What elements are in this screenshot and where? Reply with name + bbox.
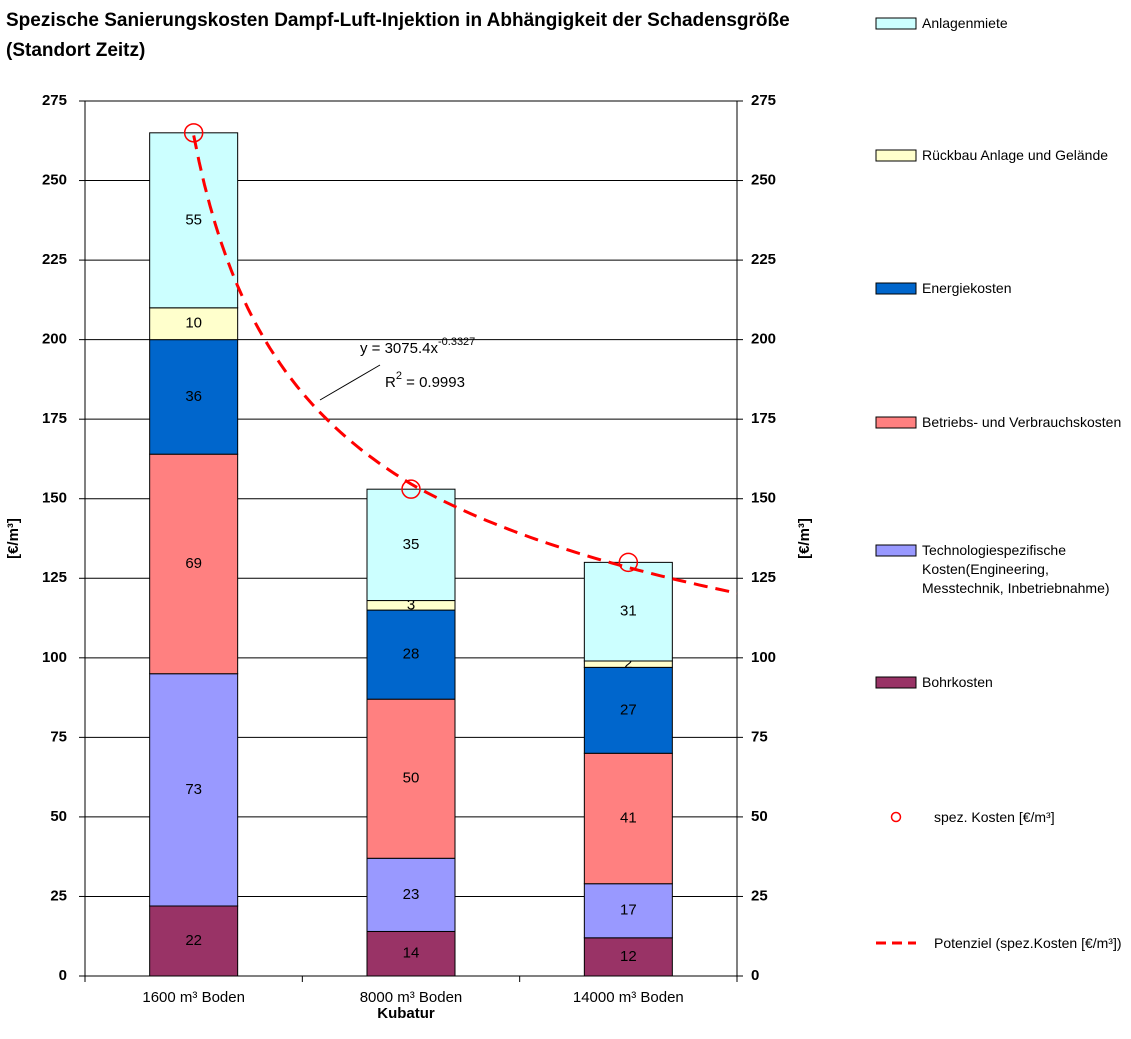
data-label: 36: [185, 388, 202, 405]
y-tick-label: 50: [50, 808, 67, 825]
data-label: 35: [403, 536, 420, 553]
point: [618, 552, 639, 573]
annotation-leader: [319, 364, 381, 401]
bar-segment: [583, 752, 673, 885]
data-label: 22: [185, 932, 202, 949]
y-tick-label: 150: [42, 490, 67, 507]
data-label: 10: [185, 315, 202, 332]
legend-swatch: [875, 282, 917, 295]
legend-marker: [890, 811, 902, 823]
data-label: 50: [403, 770, 420, 787]
data-label: 17: [620, 902, 637, 919]
trendline: [192, 135, 738, 595]
r2-label: R: [385, 374, 396, 391]
y-tick-label: 100: [42, 649, 67, 666]
trend-equation: y = 3075.4x-0.3327: [360, 336, 475, 357]
data-label: 23: [403, 886, 420, 903]
y-axis-label: [€/m³]: [5, 518, 22, 559]
y2-tick-label: 100: [751, 649, 776, 666]
y-tick-label: 200: [42, 331, 67, 348]
bar-segment: [149, 339, 239, 455]
legend-swatch: [875, 544, 917, 557]
y2-tick-label: 250: [751, 172, 776, 189]
point: [401, 479, 421, 499]
legend-label: Technologiespezifische Kosten(Engineerin…: [922, 542, 1110, 596]
data-label: 12: [620, 948, 637, 965]
bar-segment: [583, 666, 673, 754]
x-tick-label: 1600 m³ Boden: [142, 989, 245, 1006]
bar-segment: [149, 132, 239, 309]
chart-title: Spezische Sanierungskosten Dampf-Luft-In…: [6, 10, 790, 61]
legend-swatch: [875, 676, 917, 689]
legend-swatch: [875, 149, 917, 162]
bar-segment: [366, 488, 456, 602]
y2-tick-label: 150: [751, 490, 776, 507]
y-tick-label: 75: [50, 728, 67, 745]
data-label: 41: [620, 809, 637, 826]
data-label: 55: [185, 211, 202, 228]
legend-label: Potenziel (spez.Kosten [€/m³]): [934, 935, 1122, 951]
y2-tick-label: 50: [751, 808, 768, 825]
y-tick-label: 275: [42, 92, 67, 109]
legend-swatch: [875, 416, 917, 429]
data-label: 28: [403, 646, 420, 663]
legend-label: spez. Kosten [€/m³]: [934, 809, 1055, 825]
y2-tick-label: 0: [751, 967, 759, 984]
y-tick-label: 225: [42, 251, 67, 268]
r2-sup: 2: [396, 370, 402, 382]
bar-segment: [366, 609, 456, 700]
data-label: 14: [403, 945, 420, 962]
y-tick-label: 125: [42, 569, 67, 586]
y-tick-label: 25: [50, 887, 67, 904]
data-label: 27: [620, 701, 637, 718]
data-label: 2: [624, 655, 632, 672]
bar-segment: [583, 561, 673, 662]
trend-r2: R2 = 0.9993: [385, 370, 465, 391]
legend-label: Rückbau Anlage und Gelände: [922, 147, 1109, 163]
y2-tick-label: 125: [751, 569, 776, 586]
data-label: 73: [185, 781, 202, 798]
point: [183, 123, 204, 143]
bar-segment: [149, 905, 239, 977]
legend-label: Betriebs- und Verbrauchskosten: [922, 414, 1122, 430]
y2-axis-label: [€/m³]: [796, 518, 813, 559]
bar-segment: [366, 857, 456, 932]
bar-segment: [366, 930, 456, 977]
data-label: 3: [407, 596, 415, 613]
r2-value: = 0.9993: [402, 374, 465, 391]
legend-label: Anlagenmiete: [922, 15, 1008, 31]
y2-tick-label: 175: [751, 410, 776, 427]
x-axis-label: Kubatur: [377, 1005, 435, 1022]
legend-label: Energiekosten: [922, 280, 1012, 296]
data-label: 31: [620, 603, 637, 620]
equation-exponent: -0.3327: [438, 336, 475, 348]
x-tick-label: 8000 m³ Boden: [360, 989, 463, 1006]
bar-segment: [366, 698, 456, 859]
y2-tick-label: 225: [751, 251, 776, 268]
y2-tick-label: 25: [751, 887, 768, 904]
legend-swatch: [875, 17, 917, 30]
data-label: 69: [185, 555, 202, 572]
y-tick-label: 0: [59, 967, 67, 984]
y2-tick-label: 275: [751, 92, 776, 109]
y-tick-label: 250: [42, 172, 67, 189]
legend-label: Bohrkosten: [922, 674, 993, 690]
y2-tick-label: 75: [751, 728, 768, 745]
y-tick-label: 175: [42, 410, 67, 427]
bar-segment: [149, 673, 239, 907]
x-tick-label: 14000 m³ Boden: [573, 989, 684, 1006]
y2-tick-label: 200: [751, 331, 776, 348]
bar-segment: [149, 453, 239, 675]
equation-text: y = 3075.4x: [360, 340, 438, 357]
